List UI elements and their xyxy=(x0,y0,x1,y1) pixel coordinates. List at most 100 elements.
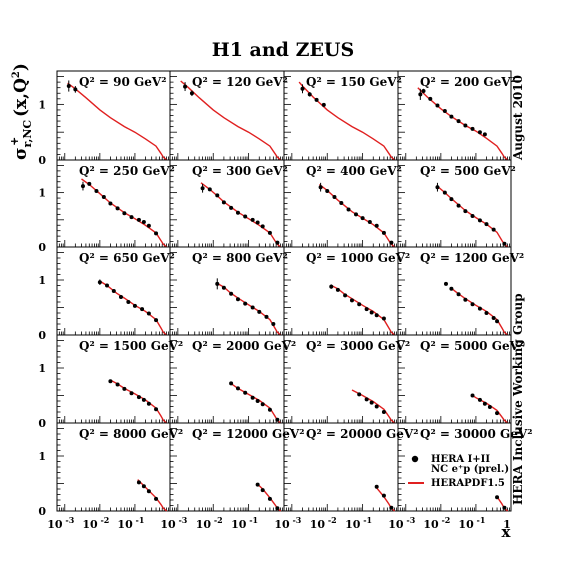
data-point xyxy=(389,240,394,245)
panel-label: Q² = 5000 GeV² xyxy=(420,339,524,353)
panel: Q² = 500 GeV² xyxy=(397,159,516,248)
data-point xyxy=(154,318,159,323)
data-point xyxy=(243,390,248,395)
data-point xyxy=(260,488,265,493)
y-tick-label: 0 xyxy=(38,417,46,430)
x-tick-label: 10 -1 xyxy=(117,515,144,531)
data-point xyxy=(275,240,280,245)
panel: Q² = 3000 GeV² xyxy=(283,334,410,424)
fit-curve xyxy=(180,80,282,161)
panel: Q² = 8000 GeV² xyxy=(56,422,183,512)
data-point xyxy=(487,405,492,410)
y-tick-label: 1 xyxy=(38,362,46,375)
panel: Q² = 1000 GeV² xyxy=(283,246,410,336)
data-point xyxy=(229,381,234,386)
data-point xyxy=(243,214,248,219)
data-point xyxy=(482,401,487,406)
fit-curve xyxy=(496,496,509,512)
data-point xyxy=(250,305,255,310)
data-point xyxy=(357,392,362,397)
svg-text:σr,NC+-(x,Q2): σr,NC+- (x,Q2) xyxy=(8,63,34,160)
data-point xyxy=(264,314,269,319)
data-point xyxy=(314,97,319,102)
panel: Q² = 1500 GeV² xyxy=(56,334,183,424)
x-tick-label: 10 -1 xyxy=(345,515,372,531)
data-point xyxy=(332,194,337,199)
panel-label: Q² = 150 GeV² xyxy=(306,75,402,89)
panel: Q² = 650 GeV² xyxy=(56,246,175,336)
data-point xyxy=(442,109,447,114)
y-label-sup: + xyxy=(8,137,21,146)
data-point xyxy=(339,200,344,205)
data-point xyxy=(221,285,226,290)
y-tick-label: 1 xyxy=(38,98,46,111)
panel: Q² = 800 GeV² xyxy=(169,246,288,336)
x-tick-labels: 10 -3 10 -2 10 -1 10 -3 10 -2 10 -1 10 -3 10 -2… xyxy=(47,515,511,531)
y-axis-label: σr,NC+- (x,Q2) xyxy=(8,63,34,160)
y-tick-label: 0 xyxy=(38,241,46,254)
panel-label: Q² = 1500 GeV² xyxy=(79,339,183,353)
y-tick-label: 1 xyxy=(38,450,46,463)
data-point xyxy=(215,193,220,198)
panel-label: Q² = 8000 GeV² xyxy=(79,427,183,441)
data-point xyxy=(491,227,496,232)
panel-label: Q² = 650 GeV² xyxy=(79,251,175,265)
data-point xyxy=(502,241,507,246)
data-point xyxy=(463,297,468,302)
panel: Q² = 2000 GeV² xyxy=(169,334,296,424)
x-tick-label: 10 -3 xyxy=(274,515,301,531)
legend-data-sublabel: NC e⁺p (prel.) xyxy=(431,464,509,475)
data-point xyxy=(73,87,78,92)
data-point xyxy=(374,484,379,489)
panel: Q² = 300 GeV² xyxy=(169,159,288,248)
data-point xyxy=(456,203,461,208)
data-point xyxy=(470,214,475,219)
data-point xyxy=(353,212,358,217)
y-label-close: ) xyxy=(11,63,31,71)
panel-label: Q² = 300 GeV² xyxy=(192,164,288,178)
data-point xyxy=(369,310,374,315)
data-point xyxy=(442,190,447,195)
x-tick-label: 10 -1 xyxy=(231,515,258,531)
data-point xyxy=(183,84,188,89)
data-point xyxy=(428,96,433,101)
y-label-sub: r,NC xyxy=(21,120,34,148)
data-point xyxy=(418,92,423,97)
data-point xyxy=(243,301,248,306)
fit-curve xyxy=(98,280,168,336)
panel-label: Q² = 3000 GeV² xyxy=(306,339,410,353)
data-point xyxy=(275,417,280,422)
x-tick-label: 10 -1 xyxy=(458,515,485,531)
data-point xyxy=(360,216,365,221)
x-axis-label: x xyxy=(502,523,512,541)
panel-label: Q² = 20000 GeV² xyxy=(306,427,419,441)
data-point xyxy=(260,224,265,229)
data-point xyxy=(267,230,272,235)
data-point xyxy=(435,185,440,190)
data-point xyxy=(374,404,379,409)
data-point xyxy=(215,281,220,286)
data-point xyxy=(267,496,272,501)
panel-label: Q² = 2000 GeV² xyxy=(192,339,296,353)
data-point xyxy=(381,316,386,321)
data-point xyxy=(343,293,348,298)
data-point xyxy=(126,300,131,304)
panel: Q² = 1200 GeV² xyxy=(397,246,524,336)
panel: Q² = 250 GeV² xyxy=(56,159,175,248)
data-point xyxy=(374,223,379,228)
data-point xyxy=(146,489,151,494)
fit-curve xyxy=(215,282,282,336)
data-point xyxy=(129,391,134,396)
panel: Q² = 12000 GeV² xyxy=(169,422,305,512)
legend-data-label: HERA I+II xyxy=(431,454,490,465)
fit-curve xyxy=(472,394,509,424)
data-point xyxy=(200,186,205,191)
data-point xyxy=(94,188,99,193)
data-point xyxy=(318,185,323,190)
panel: Q² = 5000 GeV² xyxy=(397,334,524,424)
data-point xyxy=(463,209,468,214)
data-point xyxy=(364,397,369,402)
data-point xyxy=(321,102,326,107)
x-tick-label: 10 -2 xyxy=(423,515,450,531)
data-point xyxy=(111,289,116,293)
